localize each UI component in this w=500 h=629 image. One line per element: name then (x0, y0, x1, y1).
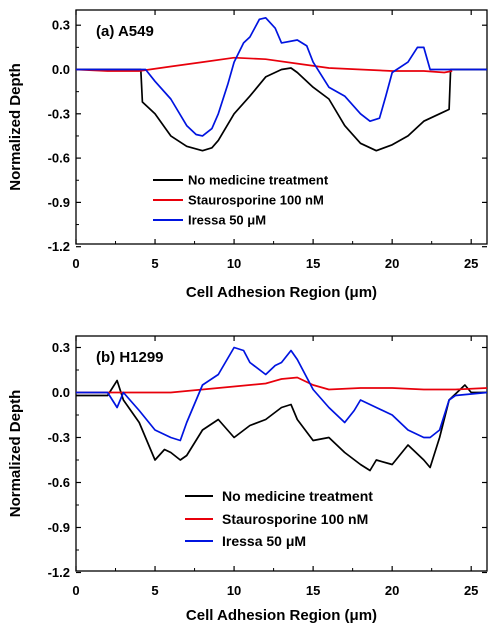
x-tick-label: 0 (72, 583, 79, 598)
x-tick-label: 0 (72, 256, 79, 271)
x-axis-label: Cell Adhesion Region (μm) (186, 284, 377, 301)
y-tick-label: -0.6 (48, 475, 70, 490)
x-tick-label: 5 (151, 256, 158, 271)
legend-entry-1: No medicine treatment (222, 488, 373, 504)
x-tick-label: 15 (306, 583, 320, 598)
y-axis-label: Normalized Depth (7, 390, 24, 518)
x-tick-label: 5 (151, 583, 158, 598)
legend-entry-3: Iressa 50 μM (222, 533, 306, 549)
y-tick-label: -0.6 (48, 151, 70, 166)
y-tick-label: -0.3 (48, 106, 70, 121)
series-line-1 (76, 67, 487, 152)
y-tick-label: -0.9 (48, 520, 70, 535)
x-tick-label: 20 (385, 583, 399, 598)
legend-entry-2: Staurosporine 100 nM (222, 511, 368, 527)
plot-frame (75, 9, 488, 245)
y-tick-label: -1.2 (48, 565, 70, 580)
panel-label: (b) H1299 (96, 349, 164, 366)
panel-label: (a) A549 (96, 23, 154, 40)
legend-entry-3: Iressa 50 μM (188, 213, 266, 228)
x-tick-label: 25 (464, 256, 478, 271)
series-line-3 (76, 16, 487, 137)
x-tick-label: 25 (464, 583, 478, 598)
x-tick-label: 15 (306, 256, 320, 271)
y-tick-label: 0.3 (52, 18, 70, 33)
series-line-2 (76, 376, 487, 394)
panel-a: 0.3 0.0 -0.3 -0.6 -0.9 -1.20 5 10 15 20 25 Cell Adh… (7, 9, 488, 301)
legend-entry-1: No medicine treatment (188, 173, 329, 188)
legend-entry-2: Staurosporine 100 nM (188, 193, 324, 208)
y-tick-label: 0.3 (52, 340, 70, 355)
x-tick-label: 10 (227, 256, 241, 271)
panel-b: 0.3 0.0 -0.3 -0.6 -0.9 -1.20 5 10 15 20 25 Cell Adh… (7, 335, 488, 624)
y-axis-label: Normalized Depth (7, 63, 24, 191)
series-line-1 (76, 379, 487, 472)
y-tick-label: -0.9 (48, 195, 70, 210)
plot-frame (75, 335, 488, 572)
x-axis-label: Cell Adhesion Region (μm) (186, 607, 377, 624)
y-tick-label: 0.0 (52, 385, 70, 400)
y-tick-label: -0.3 (48, 430, 70, 445)
series-line-3 (76, 346, 487, 442)
x-tick-label: 10 (227, 583, 241, 598)
y-tick-label: 0.0 (52, 62, 70, 77)
x-tick-label: 20 (385, 256, 399, 271)
y-tick-label: -1.2 (48, 239, 70, 254)
